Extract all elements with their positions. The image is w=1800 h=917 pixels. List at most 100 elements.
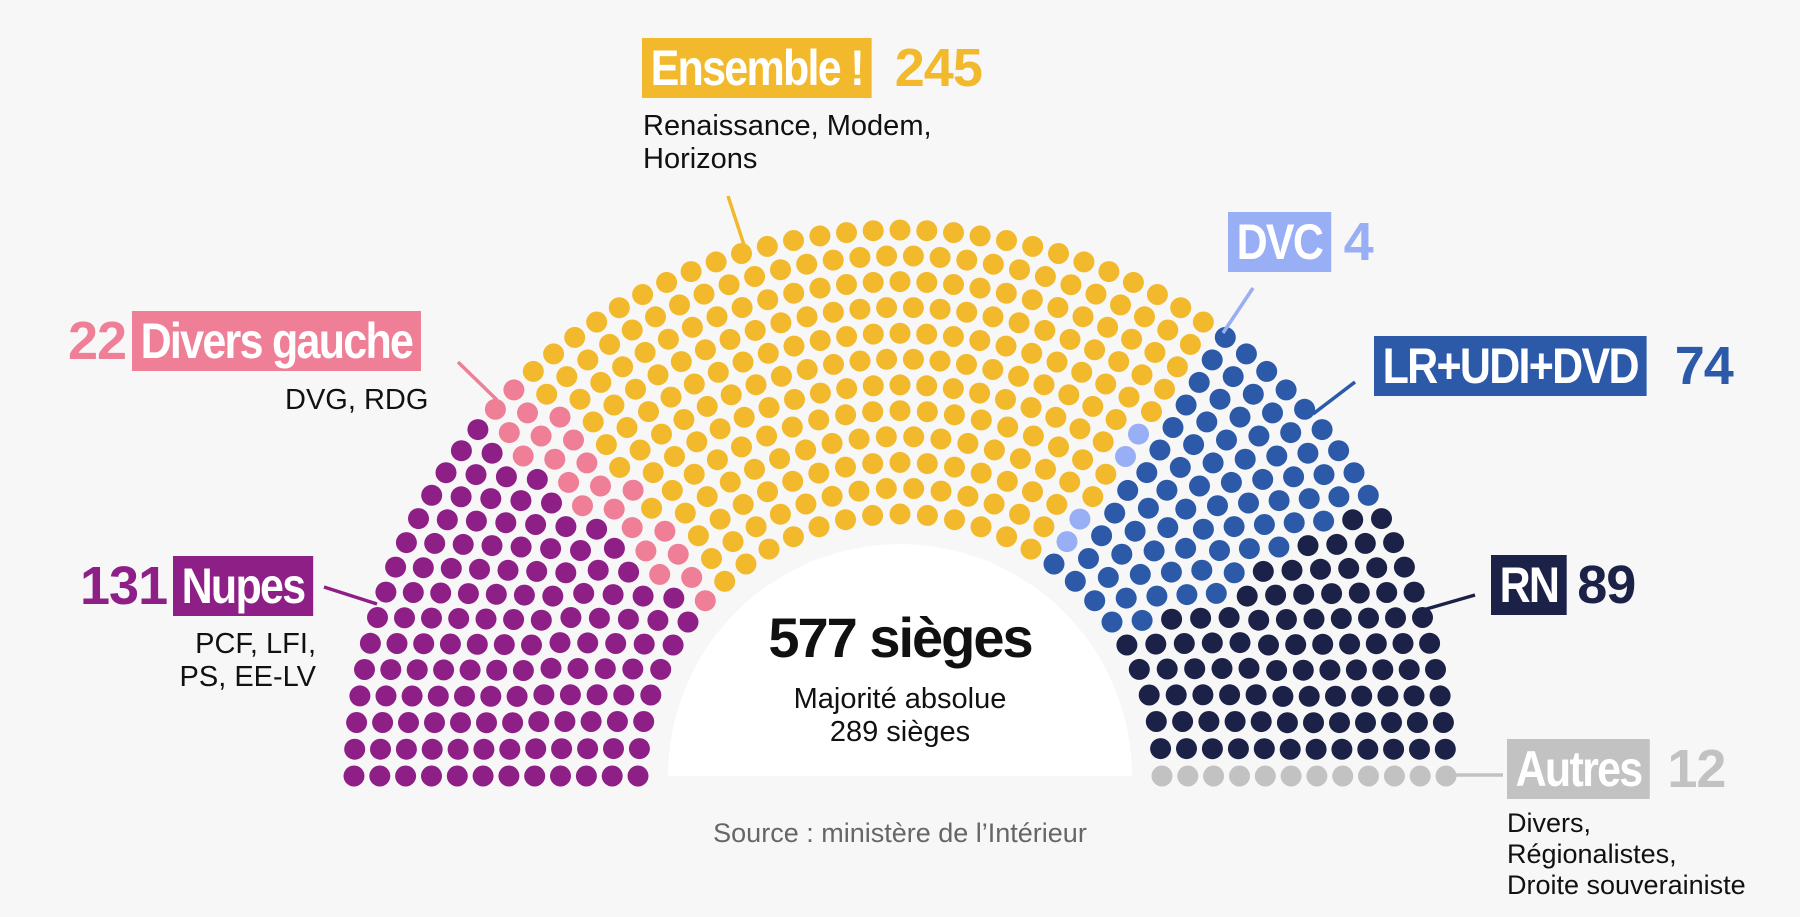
seat-ensemble: [1058, 384, 1080, 406]
seat-nupes: [497, 559, 519, 581]
seat-nupes: [587, 559, 609, 581]
seat-ensemble: [629, 439, 651, 461]
seat-ensemble: [982, 359, 1004, 380]
seat-ensemble: [916, 323, 938, 345]
seat-ensemble: [916, 453, 938, 475]
seat-ensemble: [707, 361, 729, 383]
seat-nupes: [502, 712, 524, 734]
seat-lr: [1183, 434, 1205, 456]
leader-line-nupes: [323, 585, 378, 606]
seat-ensemble: [996, 470, 1018, 492]
seat-ensemble: [862, 375, 884, 397]
seat-ensemble: [1121, 328, 1143, 350]
seat-rn: [1219, 684, 1241, 706]
seat-ensemble: [823, 353, 844, 375]
seat-lr: [1262, 402, 1283, 424]
seat-lr: [1084, 590, 1106, 612]
seat-nupes: [586, 684, 608, 706]
seat-autres: [1332, 765, 1354, 787]
seat-ensemble: [757, 342, 779, 364]
seat-nupes: [472, 765, 494, 787]
seat-rn: [1172, 711, 1194, 732]
seat-nupes: [498, 765, 520, 787]
seat-dvg: [590, 475, 611, 497]
label-rn: RN 89: [1491, 555, 1636, 615]
seat-nupes: [524, 765, 546, 787]
seat-ensemble: [1179, 333, 1201, 355]
seat-ensemble: [862, 401, 884, 423]
seat-rn: [1276, 712, 1298, 734]
seat-ensemble: [657, 328, 679, 350]
seat-lr: [1220, 471, 1242, 493]
seat-nupes: [408, 508, 429, 530]
seat-ensemble: [782, 526, 804, 548]
seat-ensemble: [1073, 251, 1095, 273]
seat-ensemble: [757, 481, 778, 503]
seat-ensemble: [674, 502, 696, 524]
seat-nupes: [446, 765, 468, 787]
seat-dvg: [622, 479, 644, 501]
seat-rn: [1279, 738, 1301, 760]
source-note: Source : ministère de l’Intérieur: [713, 818, 1087, 848]
seat-dvg: [694, 590, 716, 612]
seat-ensemble: [714, 570, 736, 592]
seat-nupes: [367, 607, 388, 628]
seat-nupes: [450, 486, 472, 508]
seat-rn: [1412, 607, 1433, 628]
seat-lr: [1149, 439, 1171, 461]
seat-ensemble: [599, 333, 621, 355]
seat-rn: [1355, 712, 1376, 734]
seat-rn: [1425, 659, 1446, 680]
seat-nupes: [526, 560, 548, 582]
seat-ensemble: [758, 397, 780, 418]
seat-nupes: [510, 490, 532, 512]
seat-lr: [1196, 411, 1218, 433]
seat-nupes: [395, 738, 417, 760]
seat-ensemble: [875, 478, 897, 499]
seat-nupes: [413, 633, 435, 655]
seat-ensemble: [808, 462, 830, 484]
seat-rn: [1325, 685, 1346, 707]
seat-ensemble: [705, 251, 727, 273]
seat-nupes: [476, 712, 497, 734]
seat-lr: [1043, 553, 1065, 575]
seat-nupes: [526, 468, 548, 490]
seat-ensemble: [997, 416, 1019, 438]
seat-ensemble: [696, 486, 718, 508]
seat-ensemble: [1009, 448, 1031, 470]
seat-lr: [1160, 561, 1182, 583]
seat-rn: [1245, 684, 1267, 706]
seat-lr: [1191, 559, 1213, 581]
leader-line-dvg: [456, 360, 499, 402]
seat-ensemble: [1098, 261, 1120, 283]
seat-ensemble: [1144, 341, 1166, 363]
leader-line-ensemble: [726, 195, 747, 249]
party-name-lr: LR+UDI+DVD: [1374, 336, 1647, 396]
seat-nupes: [560, 607, 582, 628]
seat-rn: [1293, 583, 1315, 605]
seat-nupes: [457, 583, 479, 605]
seat-ensemble: [995, 388, 1016, 410]
seat-nupes: [480, 488, 502, 510]
seat-nupes: [580, 711, 602, 732]
seat-ensemble: [1072, 306, 1094, 328]
seat-ensemble: [836, 274, 857, 295]
seat-rn: [1331, 738, 1353, 760]
seat-ensemble: [756, 235, 778, 257]
seat-ensemble: [929, 298, 951, 320]
seat-rn: [1227, 738, 1249, 760]
seat-ensemble: [1141, 401, 1162, 423]
seat-nupes: [633, 711, 655, 732]
seat-ensemble: [706, 306, 728, 328]
seat-nupes: [588, 607, 610, 629]
seat-lr: [1253, 514, 1275, 535]
seat-rn: [1238, 657, 1260, 679]
seat-nupes: [605, 633, 627, 654]
seat-ensemble: [735, 553, 757, 575]
seat-ensemble: [1071, 361, 1093, 383]
seat-ensemble: [632, 284, 654, 305]
seat-nupes: [454, 685, 475, 707]
seat-lr: [1064, 570, 1086, 592]
seat-rn: [1236, 585, 1258, 607]
seat-dvg: [654, 520, 676, 542]
